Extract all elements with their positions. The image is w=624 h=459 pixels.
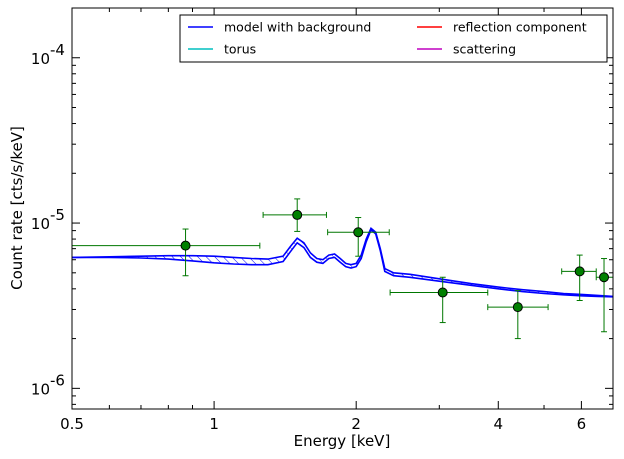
x-tick-label: 0.5 — [60, 415, 84, 433]
legend: model with background reflection componen… — [179, 14, 608, 63]
legend-label: model with background — [224, 20, 371, 35]
y-tick-label: 10 — [31, 215, 50, 233]
data-marker — [599, 272, 610, 283]
legend-label: scattering — [453, 42, 516, 57]
data-point — [389, 276, 489, 324]
data-marker — [292, 209, 303, 220]
plot-area — [71, 7, 614, 410]
data-marker — [180, 240, 191, 251]
data-point — [487, 290, 549, 340]
y-tick-label: 10 — [31, 380, 50, 398]
x-tick-label: 6 — [577, 415, 587, 433]
x-tick-label: 1 — [209, 415, 219, 433]
model-curve-upper — [72, 227, 613, 298]
x-tick-label: 4 — [494, 415, 504, 433]
data-point — [561, 254, 597, 301]
legend-item: reflection component — [417, 20, 587, 35]
y-tick-label: 10 — [31, 50, 50, 68]
data-marker — [574, 266, 585, 277]
data-point — [262, 198, 327, 232]
model-curve-lower — [72, 228, 613, 298]
legend-box — [179, 14, 608, 63]
legend-item: torus — [188, 42, 256, 57]
y-axis-label: Count rate [cts/s/keV] — [8, 126, 26, 290]
legend-label: torus — [224, 42, 256, 57]
y-tick-exponent: -6 — [50, 371, 65, 389]
model-band — [72, 228, 613, 297]
data-point — [71, 228, 261, 277]
data-marker — [437, 287, 448, 298]
y-tick-exponent: -4 — [50, 41, 65, 59]
data-point — [327, 217, 390, 257]
y-tick-exponent: -5 — [50, 206, 65, 224]
legend-item: scattering — [417, 42, 516, 57]
data-point — [595, 258, 614, 333]
legend-item: model with background — [188, 20, 371, 35]
data-marker — [512, 302, 523, 313]
data-marker — [353, 227, 364, 238]
x-tick-label: 2 — [351, 415, 361, 433]
legend-label: reflection component — [453, 20, 587, 35]
x-axis-label: Energy [keV] — [294, 432, 391, 450]
